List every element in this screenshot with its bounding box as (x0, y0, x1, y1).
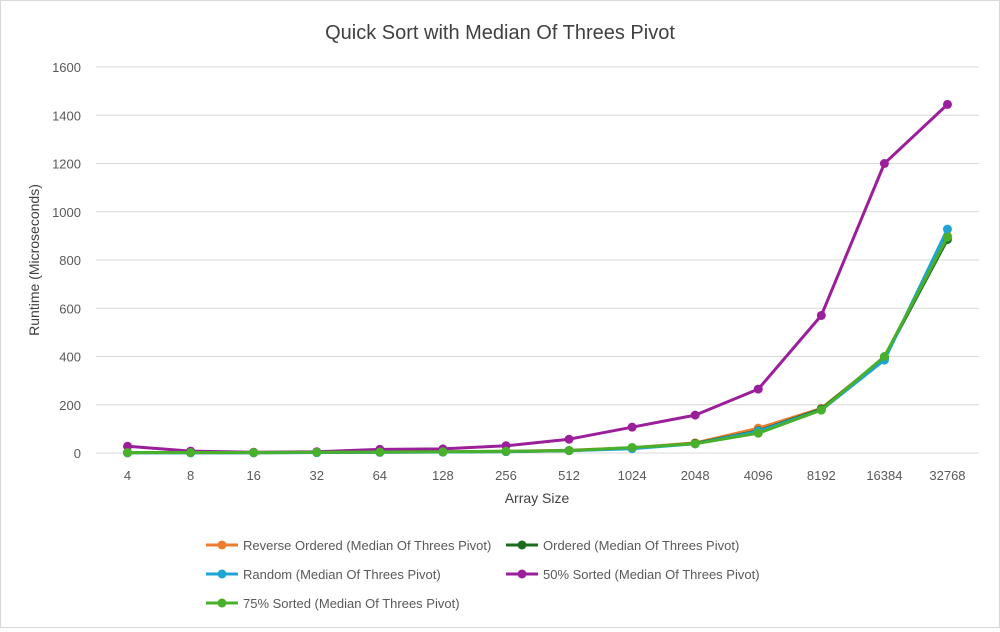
y-tick-label: 1200 (52, 157, 81, 172)
series-lines (123, 99, 952, 458)
legend: Reverse Ordered (Median Of Threes Pivot)… (206, 538, 760, 611)
series-line (126, 238, 949, 455)
series-1 (123, 234, 952, 458)
legend-label: Ordered (Median Of Threes Pivot) (543, 538, 739, 553)
data-point (816, 405, 826, 415)
data-point (123, 441, 133, 451)
data-point (375, 447, 385, 457)
series-line (126, 234, 949, 454)
legend-label: 50% Sorted (Median Of Threes Pivot) (543, 567, 760, 582)
legend-marker (217, 540, 227, 550)
series-line (126, 102, 949, 454)
y-tick-label: 1000 (52, 205, 81, 220)
series-0 (123, 231, 952, 458)
legend-marker (217, 598, 227, 608)
data-point (627, 422, 637, 432)
series-4 (123, 232, 952, 458)
x-tick-label: 2048 (681, 468, 710, 483)
legend-label: 75% Sorted (Median Of Threes Pivot) (243, 596, 460, 611)
series-line (126, 227, 949, 455)
data-point (123, 448, 133, 458)
x-tick-label: 4096 (744, 468, 773, 483)
y-tick-label: 200 (59, 398, 81, 413)
data-point (753, 384, 763, 394)
data-point (312, 447, 322, 457)
x-tick-label: 32768 (929, 468, 965, 483)
x-tick-label: 256 (495, 468, 517, 483)
legend-item: Random (Median Of Threes Pivot) (206, 567, 441, 582)
chart-title: Quick Sort with Median Of Threes Pivot (325, 22, 675, 44)
x-tick-label: 32 (310, 468, 324, 483)
data-point (249, 448, 259, 458)
legend-item: Reverse Ordered (Median Of Threes Pivot) (206, 538, 491, 553)
gridlines (96, 66, 979, 454)
y-axis-tick-labels: 0 200 400 600 800 1000 1200 1400 1600 (52, 60, 81, 461)
x-tick-label: 16 (246, 468, 260, 483)
data-point (753, 428, 763, 438)
y-tick-label: 800 (59, 253, 81, 268)
legend-item: Ordered (Median Of Threes Pivot) (506, 538, 739, 553)
data-point (816, 310, 826, 320)
series-line (126, 235, 949, 454)
data-point (501, 446, 511, 456)
x-tick-label: 64 (373, 468, 387, 483)
data-point (438, 447, 448, 457)
x-tick-label: 1024 (618, 468, 647, 483)
legend-label: Random (Median Of Threes Pivot) (243, 567, 441, 582)
legend-marker (517, 540, 527, 550)
legend-marker (517, 569, 527, 579)
data-point (690, 410, 700, 420)
legend-item: 75% Sorted (Median Of Threes Pivot) (206, 596, 460, 611)
data-point (879, 352, 889, 361)
x-tick-label: 4 (124, 468, 131, 483)
x-axis-tick-labels: 4 8 16 32 64 128 256 512 1024 2048 4096 8192 16384 32… (124, 468, 966, 483)
data-point (627, 442, 637, 452)
data-point (942, 224, 952, 234)
y-tick-label: 1600 (52, 60, 81, 75)
legend-marker (217, 569, 227, 579)
data-point (690, 439, 700, 449)
data-point (942, 232, 952, 242)
x-tick-label: 512 (558, 468, 580, 483)
data-point (564, 446, 574, 456)
data-point (564, 434, 574, 444)
data-point (942, 99, 952, 109)
y-tick-label: 0 (74, 446, 81, 461)
data-point (186, 448, 196, 458)
x-tick-label: 8192 (807, 468, 836, 483)
data-point (879, 159, 889, 168)
legend-item: 50% Sorted (Median Of Threes Pivot) (506, 567, 760, 582)
x-tick-label: 8 (187, 468, 194, 483)
x-axis-label: Array Size (505, 490, 570, 506)
y-axis-label: Runtime (Microseconds) (26, 184, 42, 336)
y-tick-label: 600 (59, 301, 81, 316)
y-tick-label: 1400 (52, 108, 81, 123)
legend-label: Reverse Ordered (Median Of Threes Pivot) (243, 538, 491, 553)
x-tick-label: 128 (432, 468, 454, 483)
x-tick-label: 16384 (866, 468, 902, 483)
y-tick-label: 400 (59, 350, 81, 365)
